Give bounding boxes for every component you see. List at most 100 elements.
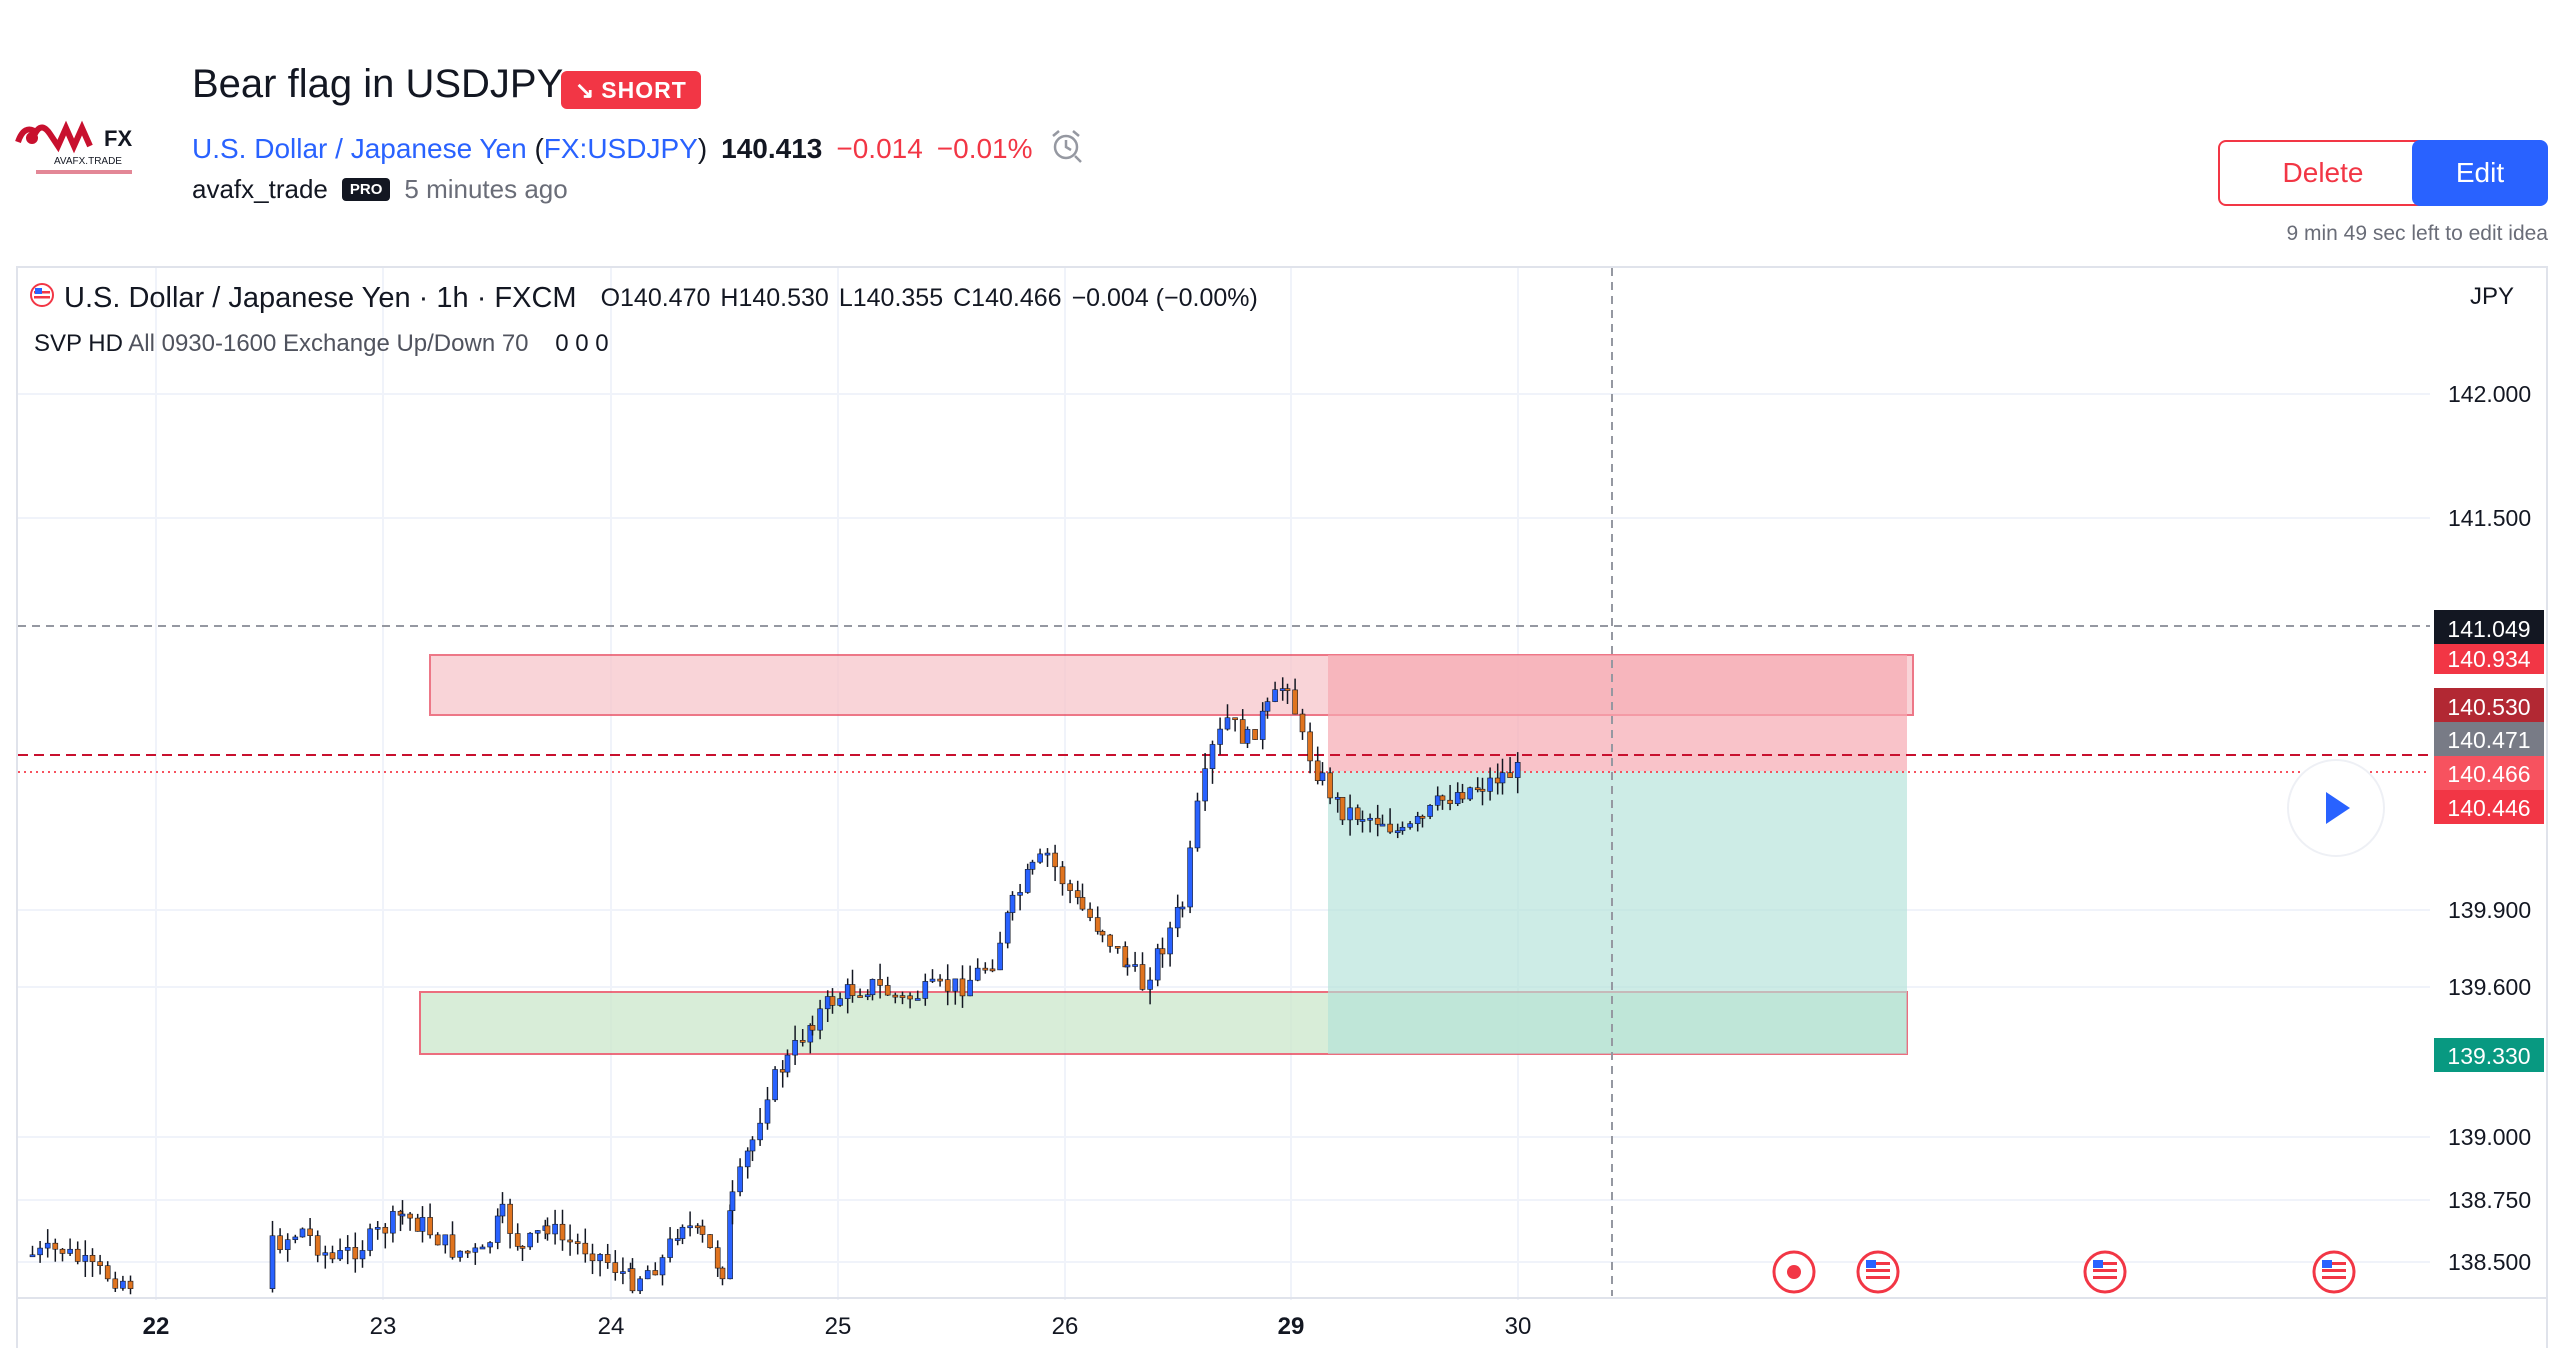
candle-body <box>757 1122 763 1141</box>
symbol-ticker[interactable]: FX:USDJPY <box>543 132 698 164</box>
legend-symbol[interactable]: U.S. Dollar / Japanese Yen · 1h · FXCM <box>64 282 577 314</box>
price-label-bg <box>2434 1038 2544 1072</box>
delete-button[interactable]: Delete <box>2218 140 2428 206</box>
candle-body <box>1474 787 1481 791</box>
candle-body <box>457 1250 463 1258</box>
candle-body <box>707 1234 713 1248</box>
candle-body <box>307 1228 313 1236</box>
candle-body <box>817 1008 823 1031</box>
candle-body <box>699 1225 706 1235</box>
y-tick: 142.000 <box>2448 381 2531 407</box>
price-label-bg <box>2434 644 2544 674</box>
candle-body <box>1494 777 1501 784</box>
edit-button[interactable]: Edit <box>2412 140 2548 206</box>
x-tick: 22 <box>143 1313 170 1334</box>
grid <box>18 268 2430 1300</box>
candle-body <box>1507 772 1513 778</box>
candle-body <box>464 1250 471 1254</box>
price-label: 140.446 <box>2447 795 2530 821</box>
candle-body <box>1374 817 1381 825</box>
indicator-params: All 0930-1600 Exchange Up/Down 70 <box>128 330 529 357</box>
candle-body <box>112 1278 119 1289</box>
candle-body <box>1467 787 1473 800</box>
candle-body <box>589 1253 596 1262</box>
candle-body <box>1194 800 1201 849</box>
price-label: 141.049 <box>2447 616 2530 642</box>
candle-body <box>644 1270 651 1280</box>
x-tick: 24 <box>598 1313 625 1334</box>
candle-body <box>382 1227 389 1234</box>
author-line: avafx_trade PRO 5 minutes ago <box>192 174 568 205</box>
candle-body <box>1202 768 1208 802</box>
candle-body <box>1399 826 1406 832</box>
y-tick: 139.900 <box>2448 897 2531 923</box>
target-event-icon[interactable] <box>1772 1250 1816 1294</box>
candle-body <box>1017 892 1023 896</box>
candle-body <box>552 1223 558 1235</box>
candle-body <box>982 967 989 971</box>
take-profit-area[interactable] <box>1328 771 1907 1054</box>
candle-body <box>1394 830 1401 834</box>
candle-body <box>277 1235 283 1250</box>
candle-body <box>59 1248 66 1254</box>
candle-body <box>89 1255 96 1262</box>
candle-body <box>914 998 921 1001</box>
candle-body <box>959 978 966 997</box>
candle-body <box>44 1242 51 1249</box>
chart-legend: U.S. Dollar / Japanese Yen · 1h · FXCM O… <box>30 282 1258 315</box>
short-badge: ↘ SHORT <box>561 71 701 109</box>
symbol-line: U.S. Dollar / Japanese Yen (FX:USDJPY) 1… <box>192 126 1085 171</box>
candle-body <box>37 1247 43 1256</box>
avafx-logo[interactable]: FX AVAFX.TRADE <box>14 112 154 192</box>
event-markers[interactable] <box>1772 1250 2356 1294</box>
candle-body <box>1159 948 1166 955</box>
author-name[interactable]: avafx_trade <box>192 174 328 204</box>
y-tick: 138.500 <box>2448 1249 2531 1275</box>
logo-sub-text: AVAFX.TRADE <box>54 156 122 167</box>
symbol-name[interactable]: U.S. Dollar / Japanese Yen <box>192 132 527 164</box>
candle-body <box>694 1225 701 1229</box>
arrow-down-right-icon: ↘ <box>575 76 596 103</box>
candle-body <box>1439 795 1446 801</box>
short-badge-label: SHORT <box>601 76 687 103</box>
time-axis[interactable]: 22 23 24 25 26 29 30 <box>143 1313 1532 1334</box>
y-tick: 138.750 <box>2448 1187 2531 1213</box>
us-flag-event-icon[interactable] <box>2083 1250 2127 1294</box>
candle-body <box>1387 823 1393 833</box>
candle-body <box>1004 912 1011 944</box>
candle-body <box>907 995 913 1000</box>
indicator-legend[interactable]: SVP HD All 0930-1600 Exchange Up/Down 70… <box>34 330 609 358</box>
play-replay-button[interactable] <box>2287 759 2385 857</box>
candle-body <box>687 1225 693 1229</box>
price-scale[interactable]: JPY 142.000 141.500 139.900 139.600 139.… <box>2434 283 2544 1275</box>
candle-body <box>667 1238 673 1258</box>
us-flag-icon <box>30 282 54 315</box>
candle-body <box>799 1040 806 1043</box>
price-change-percent: −0.01% <box>936 132 1033 164</box>
candle-body <box>1359 819 1366 822</box>
candle-body <box>674 1238 681 1241</box>
us-flag-event-icon[interactable] <box>2312 1250 2356 1294</box>
alarm-clock-icon[interactable] <box>1047 126 1085 171</box>
us-flag-event-icon[interactable] <box>1856 1250 1900 1294</box>
candle-body <box>1154 948 1161 981</box>
candle-body <box>1067 883 1073 891</box>
candle-body <box>997 942 1003 971</box>
play-icon <box>2326 792 2350 824</box>
candle-body <box>419 1217 426 1232</box>
candle-body <box>1447 799 1453 804</box>
candle-body <box>1314 760 1321 781</box>
price-label-bg <box>2434 790 2544 824</box>
candle-body <box>989 968 996 972</box>
y-tick: 139.000 <box>2448 1124 2531 1150</box>
stop-loss-area[interactable] <box>1328 655 1907 771</box>
candle-body <box>399 1213 406 1217</box>
logo-fx-text: FX <box>104 126 132 151</box>
candle-body <box>1009 894 1016 913</box>
symbol-link[interactable]: U.S. Dollar / Japanese Yen (FX:USDJPY) <box>192 132 708 164</box>
candle-body <box>344 1247 351 1251</box>
candle-body <box>922 981 929 999</box>
price-label: 140.530 <box>2447 694 2530 720</box>
candle-body <box>1487 777 1493 792</box>
